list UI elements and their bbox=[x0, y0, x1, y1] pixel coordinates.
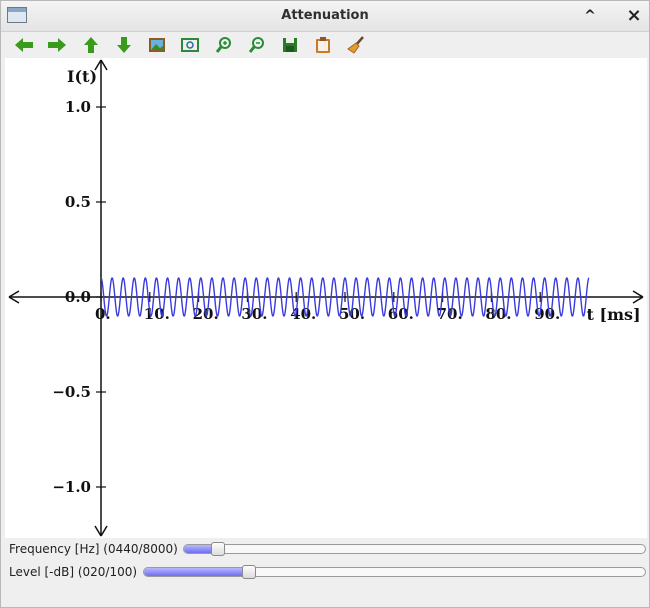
close-button[interactable]: × bbox=[626, 5, 642, 26]
title-bar: Attenuation ^ × bbox=[1, 1, 649, 32]
zoom-out-button[interactable] bbox=[246, 35, 268, 55]
y-axis-arrow-down bbox=[94, 525, 108, 537]
level-slider[interactable] bbox=[143, 565, 646, 579]
controls-panel: Frequency [Hz] (0440/8000) Level [-dB] (… bbox=[1, 539, 649, 607]
back-icon bbox=[15, 38, 33, 52]
y-tick-label: 1.0 bbox=[65, 98, 91, 116]
forward-icon bbox=[48, 38, 66, 52]
frequency-slider-fill bbox=[184, 545, 218, 553]
x-tick-label: 60. bbox=[388, 305, 414, 323]
clear-brush-icon bbox=[347, 36, 364, 54]
clipboard-icon bbox=[316, 37, 330, 53]
save-button[interactable] bbox=[279, 35, 301, 55]
level-slider-fill bbox=[144, 568, 249, 576]
zoom-out-icon bbox=[248, 37, 264, 53]
x-axis-arrow-right bbox=[632, 290, 644, 304]
x-tick-label: 0. bbox=[95, 305, 111, 323]
y-tick-label: 0.0 bbox=[65, 288, 91, 306]
down-icon bbox=[117, 37, 131, 53]
frequency-label: Frequency [Hz] (0440/8000) bbox=[9, 542, 178, 556]
minimize-button[interactable]: ^ bbox=[584, 8, 596, 24]
y-axis-arrow-up bbox=[94, 59, 108, 71]
back-button[interactable] bbox=[13, 35, 35, 55]
attenuation-chart: 1.00.50.0−0.5−1.00. 10. 20. 30. 40. 50. 60. 70.… bbox=[8, 59, 644, 537]
y-tick-label: −0.5 bbox=[52, 383, 91, 401]
image-icon bbox=[149, 38, 165, 52]
zoom-in-icon bbox=[215, 37, 231, 53]
window-title: Attenuation bbox=[281, 8, 369, 23]
y-tick-label: −1.0 bbox=[52, 478, 91, 496]
zoom-in-button[interactable] bbox=[213, 35, 235, 55]
forward-button[interactable] bbox=[46, 35, 68, 55]
save-icon bbox=[283, 38, 297, 52]
down-button[interactable] bbox=[113, 35, 135, 55]
frequency-slider[interactable] bbox=[183, 542, 646, 556]
zoom-fit-button[interactable] bbox=[179, 35, 201, 55]
x-axis-arrow-left bbox=[8, 290, 20, 304]
level-slider-handle[interactable] bbox=[242, 565, 256, 579]
frequency-slider-handle[interactable] bbox=[211, 542, 225, 556]
x-axis-label: t [ms] bbox=[587, 305, 641, 324]
image-button[interactable] bbox=[146, 35, 168, 55]
y-axis-label: I(t) bbox=[67, 67, 97, 86]
toolbar bbox=[1, 32, 649, 58]
app-window-icon bbox=[7, 7, 27, 23]
clear-brush-button[interactable] bbox=[345, 35, 367, 55]
plot-area: 1.0 0.5 0.0 −0.5 −1.0 0. 10. 20. 30. 40. 50. 60. 70.… bbox=[5, 58, 647, 538]
up-button[interactable] bbox=[80, 35, 102, 55]
signal-series-line bbox=[100, 277, 590, 317]
zoom-fit-icon bbox=[181, 38, 199, 52]
x-tick-label: 10. bbox=[144, 305, 170, 323]
level-label: Level [-dB] (020/100) bbox=[9, 565, 138, 579]
clipboard-button[interactable] bbox=[312, 35, 334, 55]
up-icon bbox=[84, 37, 98, 53]
y-tick-label: 0.5 bbox=[65, 193, 91, 211]
